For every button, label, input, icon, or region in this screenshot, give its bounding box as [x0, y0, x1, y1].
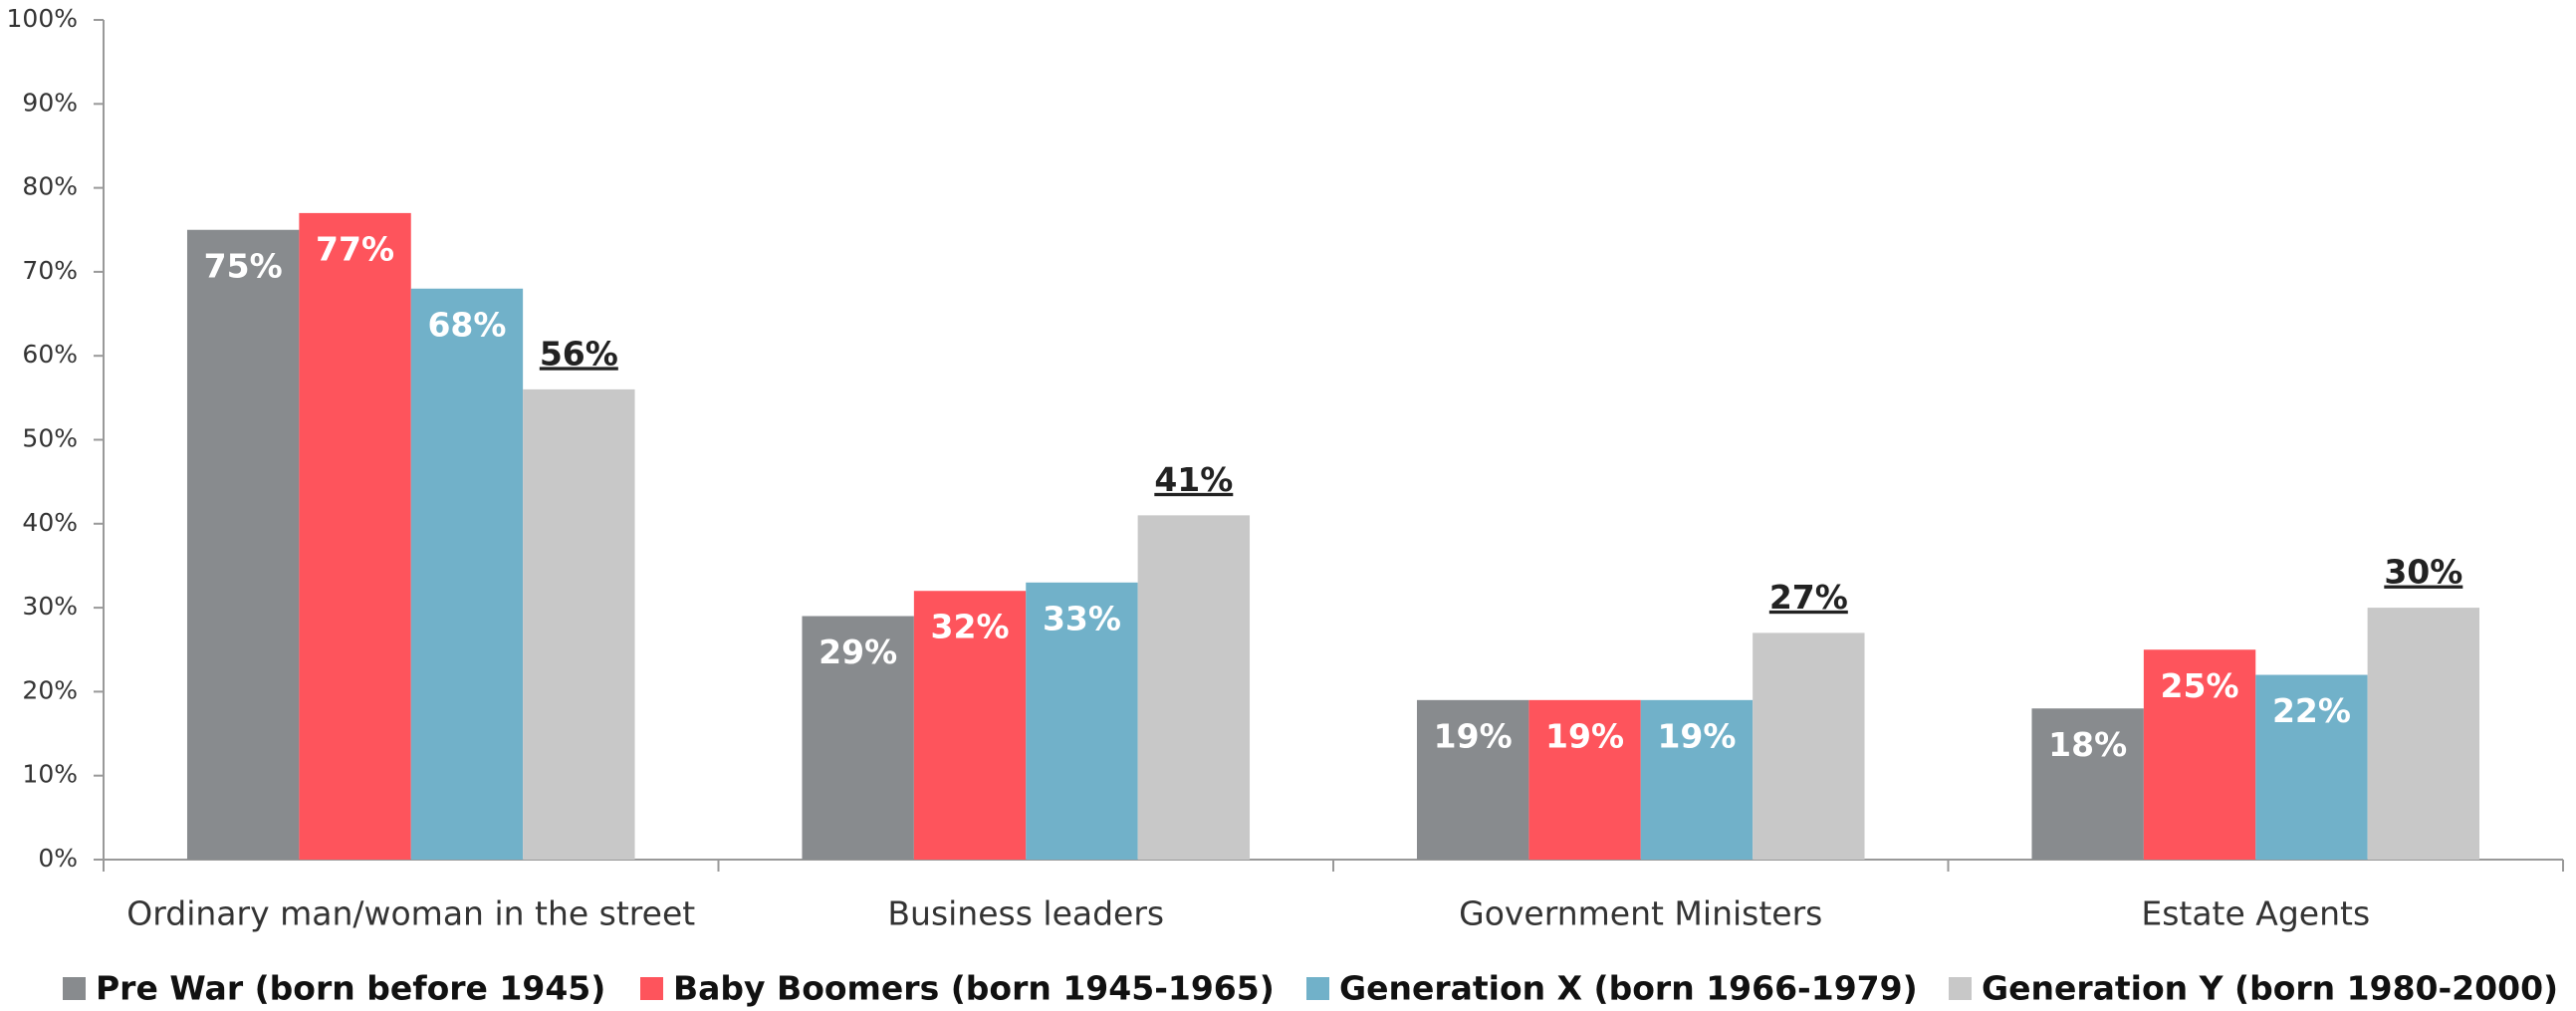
y-tick-label: 50% — [22, 424, 78, 453]
legend-swatch — [1949, 977, 1972, 1000]
y-tick-label: 70% — [22, 256, 78, 285]
data-label: 77% — [316, 229, 394, 268]
bar — [1640, 699, 1754, 860]
bar — [410, 288, 524, 860]
data-label: 68% — [427, 305, 506, 344]
bar — [2031, 708, 2144, 860]
bar — [299, 212, 411, 860]
bar — [186, 229, 300, 860]
legend-label: Generation X (born 1966-1979) — [1339, 969, 1918, 1008]
bar — [802, 616, 914, 860]
data-label: 25% — [2161, 666, 2239, 705]
y-tick-label: 20% — [22, 675, 78, 704]
data-label: 56% — [540, 334, 618, 373]
data-label: 19% — [1434, 716, 1513, 755]
x-tick-label: Government Ministers — [1459, 894, 1822, 933]
data-label: 75% — [204, 246, 283, 285]
bar — [913, 591, 1027, 860]
data-label: 33% — [1043, 599, 1121, 637]
y-tick-label: 100% — [7, 4, 78, 33]
legend-label: Generation Y (born 1980-2000) — [1982, 969, 2558, 1008]
y-tick-label: 40% — [22, 508, 78, 537]
y-tick-label: 60% — [22, 340, 78, 369]
legend-swatch — [640, 977, 663, 1000]
y-tick-label: 30% — [22, 592, 78, 621]
data-label: 41% — [1154, 460, 1233, 499]
bar — [1416, 699, 1529, 860]
x-tick-label: Ordinary man/woman in the street — [126, 894, 695, 933]
legend-swatch — [1306, 977, 1329, 1000]
x-tick-label: Business leaders — [887, 894, 1164, 933]
data-label: 19% — [1657, 716, 1736, 755]
data-label: 18% — [2048, 725, 2127, 764]
bar — [1753, 632, 1865, 860]
data-label: 30% — [2384, 553, 2462, 592]
y-tick-label: 90% — [22, 88, 78, 117]
data-label: 32% — [931, 608, 1010, 646]
data-label: 22% — [2272, 691, 2351, 730]
bar — [1137, 515, 1251, 860]
bar — [1026, 582, 1138, 860]
bar — [2367, 608, 2480, 860]
data-label: 27% — [1769, 578, 1848, 617]
y-tick-label: 80% — [22, 172, 78, 201]
x-tick-label: Estate Agents — [2141, 894, 2370, 933]
bar — [1528, 699, 1641, 860]
data-label: 19% — [1545, 716, 1624, 755]
bar — [2255, 674, 2368, 860]
y-tick-label: 10% — [22, 760, 78, 789]
y-tick-label: 0% — [38, 844, 78, 873]
bar — [2143, 649, 2256, 860]
bar — [523, 388, 635, 860]
legend-swatch — [63, 977, 86, 1000]
data-label: 29% — [819, 632, 897, 671]
legend-label: Pre War (born before 1945) — [96, 969, 605, 1008]
legend-label: Baby Boomers (born 1945-1965) — [673, 969, 1275, 1008]
